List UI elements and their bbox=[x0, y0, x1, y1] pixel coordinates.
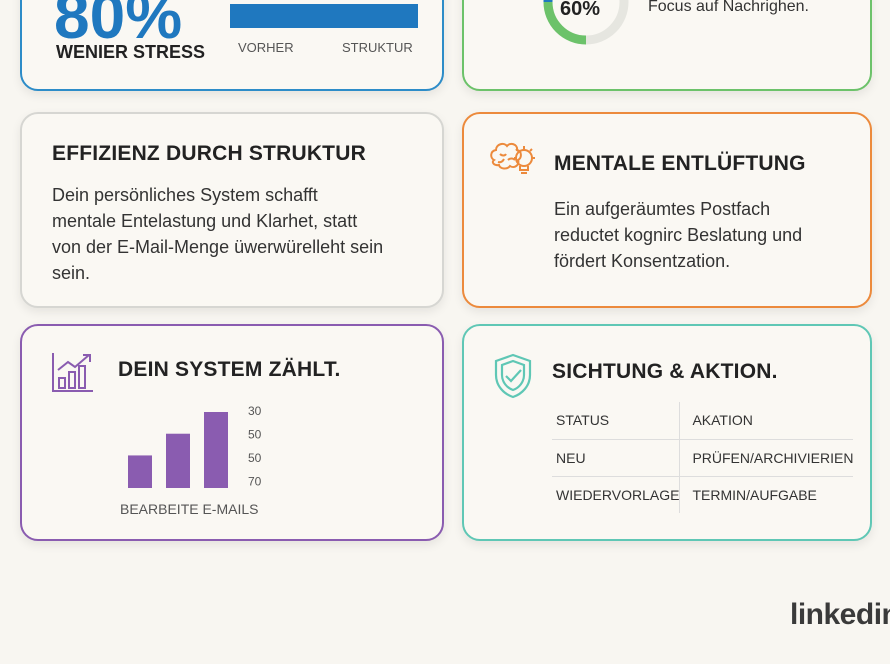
linkedin-watermark: linkedin bbox=[790, 598, 890, 631]
focus-card: 60% Focus auf Nachrighen. bbox=[462, 0, 872, 91]
text-line: Dein persönliches System schafft bbox=[52, 185, 318, 205]
sichtung-card: SICHTUNG & AKTION. STATUS AKATION NEU PR… bbox=[462, 324, 872, 541]
emails-bar-chart: 30 50 50 70 bbox=[128, 404, 262, 489]
y-tick-label: 70 bbox=[248, 475, 262, 489]
table-header-cell: AKATION bbox=[679, 402, 854, 440]
table-row: NEU PRÜFEN/ARCHIVIERIEN bbox=[552, 439, 854, 477]
text-line: reductet kognirc Beslatung und bbox=[554, 225, 803, 245]
sichtung-title: SICHTUNG & AKTION. bbox=[552, 360, 778, 383]
table-cell: PRÜFEN/ARCHIVIERIEN bbox=[679, 439, 854, 477]
table-header-cell: STATUS bbox=[552, 402, 681, 440]
stress-card: 80% WENIER STRESS VORHER STRUKTUR bbox=[20, 0, 444, 91]
stress-percentage: 80% bbox=[54, 0, 183, 52]
chart-bar bbox=[166, 433, 190, 488]
bar-label-before: VORHER bbox=[238, 40, 294, 55]
donut-value: 60% bbox=[560, 0, 601, 20]
focus-text: Focus auf Nachrighen. bbox=[648, 0, 809, 15]
table-cell: NEU bbox=[552, 439, 681, 477]
table-row: WIEDERVORLAGE TERMIN/AUFGABE bbox=[552, 476, 853, 513]
mental-title: MENTALE ENTLÜFTUNG bbox=[554, 152, 806, 175]
status-action-table: STATUS AKATION NEU PRÜFEN/ARCHIVIERIEN W… bbox=[552, 402, 854, 513]
text-line: von der E-Mail-Menge üwerwürelleht sein bbox=[52, 237, 384, 257]
mental-card: MENTALE ENTLÜFTUNG Ein aufgeräumtes Post… bbox=[462, 112, 872, 308]
effizienz-title: EFFIZIENZ DURCH STRUKTUR bbox=[52, 142, 366, 165]
y-tick-label: 30 bbox=[248, 404, 262, 418]
donut-arc-accent bbox=[543, 0, 553, 3]
stress-label: WENIER STRESS bbox=[56, 42, 206, 62]
text-line: Ein aufgeräumtes Postfach bbox=[554, 199, 771, 219]
effizienz-text: Dein persönliches System schafft mentale… bbox=[52, 182, 422, 286]
focus-donut-chart bbox=[543, 0, 629, 45]
y-tick-label: 50 bbox=[248, 428, 262, 442]
y-tick-label: 50 bbox=[248, 451, 262, 465]
system-card: DEIN SYSTEM ZÄHLT. 30 50 50 70 BEARBEITE E-… bbox=[20, 324, 444, 541]
shield-check-icon bbox=[494, 353, 532, 399]
table-cell: WIEDERVORLAGE bbox=[552, 476, 681, 513]
chart-bar bbox=[128, 455, 152, 488]
text-line: mentale Entelastung und Klarhet, statt bbox=[52, 211, 358, 231]
table-header-row: STATUS AKATION bbox=[552, 402, 854, 440]
comparison-bar bbox=[230, 4, 418, 28]
system-title: DEIN SYSTEM ZÄHLT. bbox=[118, 358, 341, 381]
growth-chart-icon bbox=[52, 353, 93, 392]
table-cell: TERMIN/AUFGABE bbox=[692, 486, 817, 503]
bar-label-after: STRUKTUR bbox=[342, 40, 413, 55]
mental-text: Ein aufgeräumtes Postfach reductet kogni… bbox=[554, 196, 854, 274]
text-line: fördert Konsentzation. bbox=[554, 251, 731, 271]
chart-x-label: BEARBEITE E-MAILS bbox=[120, 501, 259, 517]
text-line: sein. bbox=[52, 263, 91, 283]
effizienz-card: EFFIZIENZ DURCH STRUKTUR Dein persönlich… bbox=[20, 112, 444, 308]
brain-lightbulb-icon bbox=[490, 142, 535, 174]
chart-bar bbox=[204, 412, 228, 488]
